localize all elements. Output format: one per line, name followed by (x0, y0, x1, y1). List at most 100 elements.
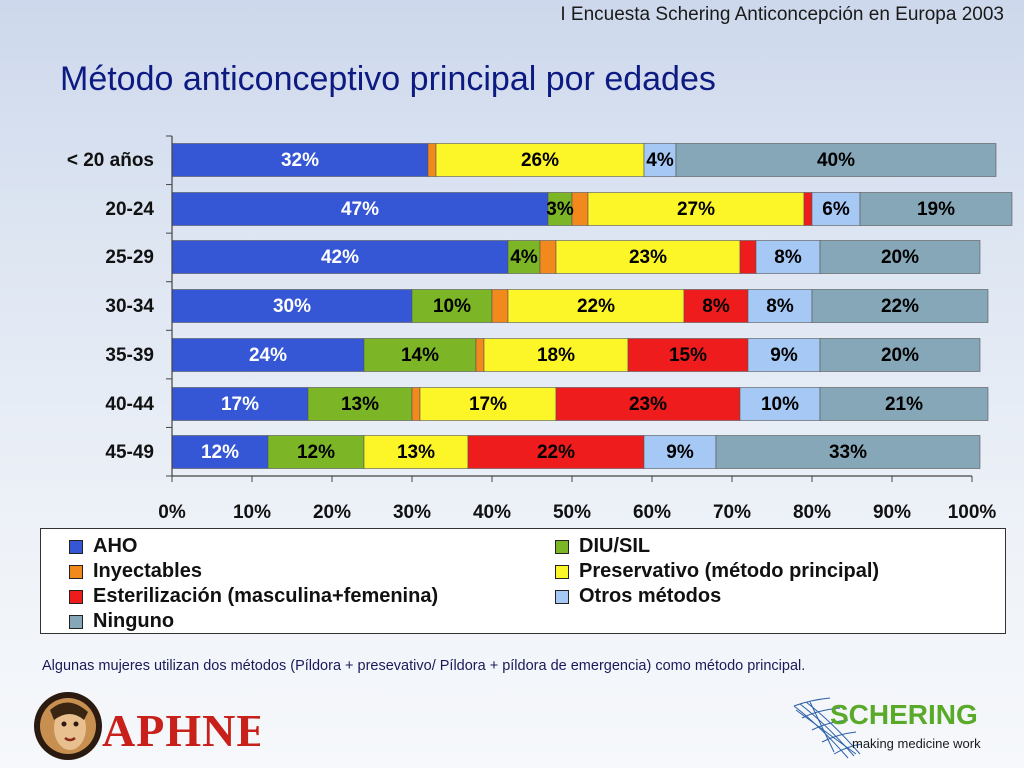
chart-legend: AHO DIU/SIL Inyectables Preservativo (métod… (40, 528, 1006, 634)
data-label: 42% (321, 247, 359, 268)
data-label: 18% (537, 345, 575, 366)
data-label: 22% (537, 442, 575, 463)
legend-label: Inyectables (93, 560, 202, 582)
data-label: 9% (770, 345, 798, 366)
bar-segment (819, 387, 989, 421)
data-label: 10% (761, 394, 799, 415)
data-label: 22% (577, 296, 615, 317)
x-tick-label: 20% (313, 502, 351, 523)
bar-segment (715, 435, 981, 469)
data-label: 24% (249, 345, 287, 366)
bar-segment (363, 338, 477, 372)
bar-segment (819, 338, 981, 372)
bar-segment (859, 192, 1013, 226)
x-tick-label: 80% (793, 502, 831, 523)
data-label: 13% (397, 442, 435, 463)
bar-segment (171, 289, 413, 323)
bar-segment (811, 289, 989, 323)
bar-segment (507, 289, 685, 323)
bar-segment (363, 435, 469, 469)
data-label: 20% (881, 345, 919, 366)
bar-segment (483, 338, 629, 372)
legend-swatch (555, 564, 569, 579)
legend-swatch (555, 589, 569, 604)
bar-segment (643, 435, 717, 469)
bar-segment (467, 435, 645, 469)
bar-segment (819, 240, 981, 274)
category-label: 45-49 (105, 442, 154, 463)
legend-label: DIU/SIL (579, 535, 651, 557)
legend-label: Ninguno (93, 610, 175, 632)
data-label: 6% (822, 199, 850, 220)
data-label: 17% (221, 394, 259, 415)
data-label: 20% (881, 247, 919, 268)
legend-swatch (69, 614, 83, 629)
legend-item: Otros métodos (555, 585, 721, 608)
x-tick-label: 90% (873, 502, 911, 523)
category-label: 20-24 (105, 199, 154, 220)
data-label: 14% (401, 345, 439, 366)
legend-label: Esterilización (masculina+femenina) (93, 585, 439, 607)
bar-segment (643, 143, 677, 177)
x-tick-label: 0% (158, 502, 186, 523)
data-label: 32% (281, 150, 319, 171)
schering-tagline: making medicine work (852, 736, 981, 751)
data-label: 33% (829, 442, 867, 463)
bar-segment (307, 387, 413, 421)
bar-segment (571, 192, 589, 226)
data-label: 15% (669, 345, 707, 366)
x-tick-label: 60% (633, 502, 671, 523)
page-title: Método anticonceptivo principal por edad… (60, 60, 716, 98)
bar-segment (171, 143, 429, 177)
data-label: 4% (510, 247, 538, 268)
data-label: 47% (341, 199, 379, 220)
data-label: 3% (546, 199, 574, 220)
data-label: 17% (469, 394, 507, 415)
data-label: 12% (297, 442, 335, 463)
bar-segment (747, 338, 821, 372)
data-label: 13% (341, 394, 379, 415)
x-tick-label: 10% (233, 502, 271, 523)
bar-segment (739, 240, 757, 274)
bar-segment (811, 192, 861, 226)
bar-segment (411, 289, 493, 323)
bar-segment (739, 387, 821, 421)
bar-segment (171, 387, 309, 421)
bar-segment (587, 192, 805, 226)
data-label: 19% (917, 199, 955, 220)
x-tick-label: 70% (713, 502, 751, 523)
bar-segment (539, 240, 557, 274)
data-label: 4% (646, 150, 674, 171)
category-label: 40-44 (105, 394, 154, 415)
legend-swatch (69, 589, 83, 604)
bar-segment (267, 435, 365, 469)
data-label: 8% (774, 247, 802, 268)
category-label: 35-39 (105, 345, 154, 366)
data-label: 8% (702, 296, 730, 317)
daphne-logo: APHNE (34, 692, 260, 760)
x-tick-label: 40% (473, 502, 511, 523)
data-label: 12% (201, 442, 239, 463)
legend-item: Preservativo (método principal) (555, 560, 879, 583)
data-label: 40% (817, 150, 855, 171)
footnote: Algunas mujeres utilizan dos métodos (Pí… (42, 658, 806, 674)
legend-label: Otros métodos (579, 585, 722, 607)
data-label: 21% (885, 394, 923, 415)
bar-segment (547, 192, 573, 226)
bar-segment (555, 240, 741, 274)
bar-segment (683, 289, 749, 323)
data-label: 10% (433, 296, 471, 317)
bar-segment (171, 192, 549, 226)
legend-label: AHO (93, 535, 138, 557)
bar-segment (411, 387, 421, 421)
data-label: 23% (629, 394, 667, 415)
data-label: 23% (629, 247, 667, 268)
data-label: 9% (666, 442, 694, 463)
category-label: 30-34 (105, 296, 154, 317)
svg-text:APHNE: APHNE (102, 705, 260, 756)
legend-item: DIU/SIL (555, 535, 650, 558)
legend-item: Inyectables (69, 560, 202, 583)
bar-segment (627, 338, 749, 372)
category-label: 25-29 (105, 247, 154, 268)
legend-item: AHO (69, 535, 137, 558)
